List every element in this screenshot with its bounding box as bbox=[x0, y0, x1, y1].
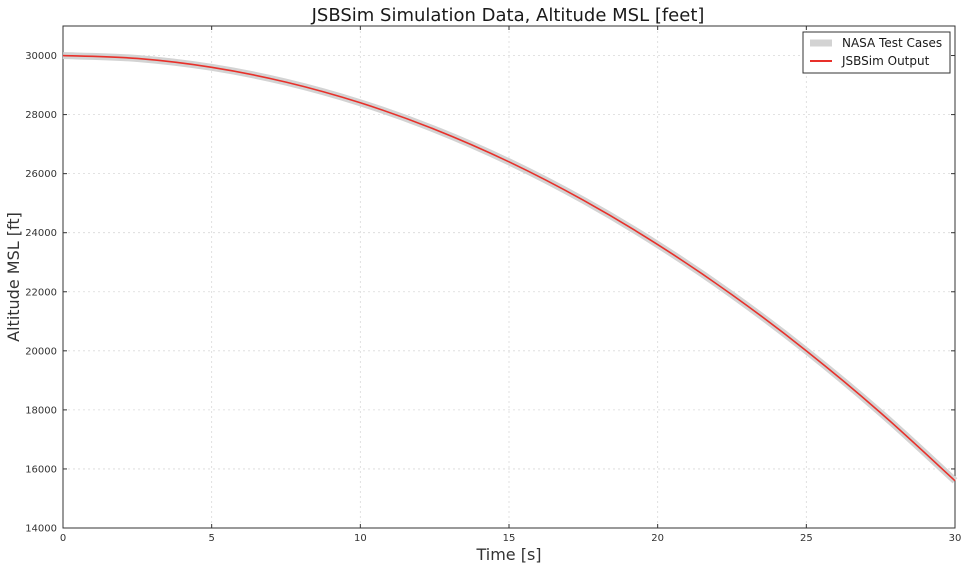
y-tick-label: 20000 bbox=[25, 346, 57, 357]
y-tick-label: 28000 bbox=[25, 110, 57, 121]
grid-lines bbox=[63, 26, 955, 528]
y-tick-label: 26000 bbox=[25, 169, 57, 180]
x-tick-label: 10 bbox=[354, 533, 367, 544]
y-tick-label: 14000 bbox=[25, 524, 57, 535]
y-tick-label: 30000 bbox=[25, 51, 57, 62]
y-tick-label: 18000 bbox=[25, 405, 57, 416]
legend-label-nasa-test-cases: NASA Test Cases bbox=[842, 36, 942, 50]
x-tick-label: 20 bbox=[651, 533, 664, 544]
series-line-jsbsim-output bbox=[62, 54, 956, 482]
x-tick-label: 0 bbox=[60, 533, 66, 544]
x-tick-label: 5 bbox=[208, 533, 214, 544]
series-lines bbox=[62, 52, 958, 484]
y-axis-label: Altitude MSL [ft] bbox=[4, 212, 23, 342]
legend: NASA Test Cases JSBSim Output bbox=[802, 31, 951, 74]
x-axis-label: Time [s] bbox=[475, 545, 541, 564]
x-tick-label: 25 bbox=[800, 533, 813, 544]
y-tick-label: 24000 bbox=[25, 228, 57, 239]
legend-label-jsbsim-output: JSBSim Output bbox=[841, 54, 930, 68]
y-tick-label: 22000 bbox=[25, 287, 57, 298]
chart-title: JSBSim Simulation Data, Altitude MSL [fe… bbox=[311, 5, 705, 26]
legend-box bbox=[802, 31, 951, 74]
x-tick-label: 15 bbox=[503, 533, 516, 544]
axis-ticks: 0 5 10 15 20 25 30 14000 16000 18000 20000 22000 240… bbox=[25, 26, 961, 544]
y-tick-label: 16000 bbox=[25, 464, 57, 475]
x-tick-label: 30 bbox=[949, 533, 962, 544]
